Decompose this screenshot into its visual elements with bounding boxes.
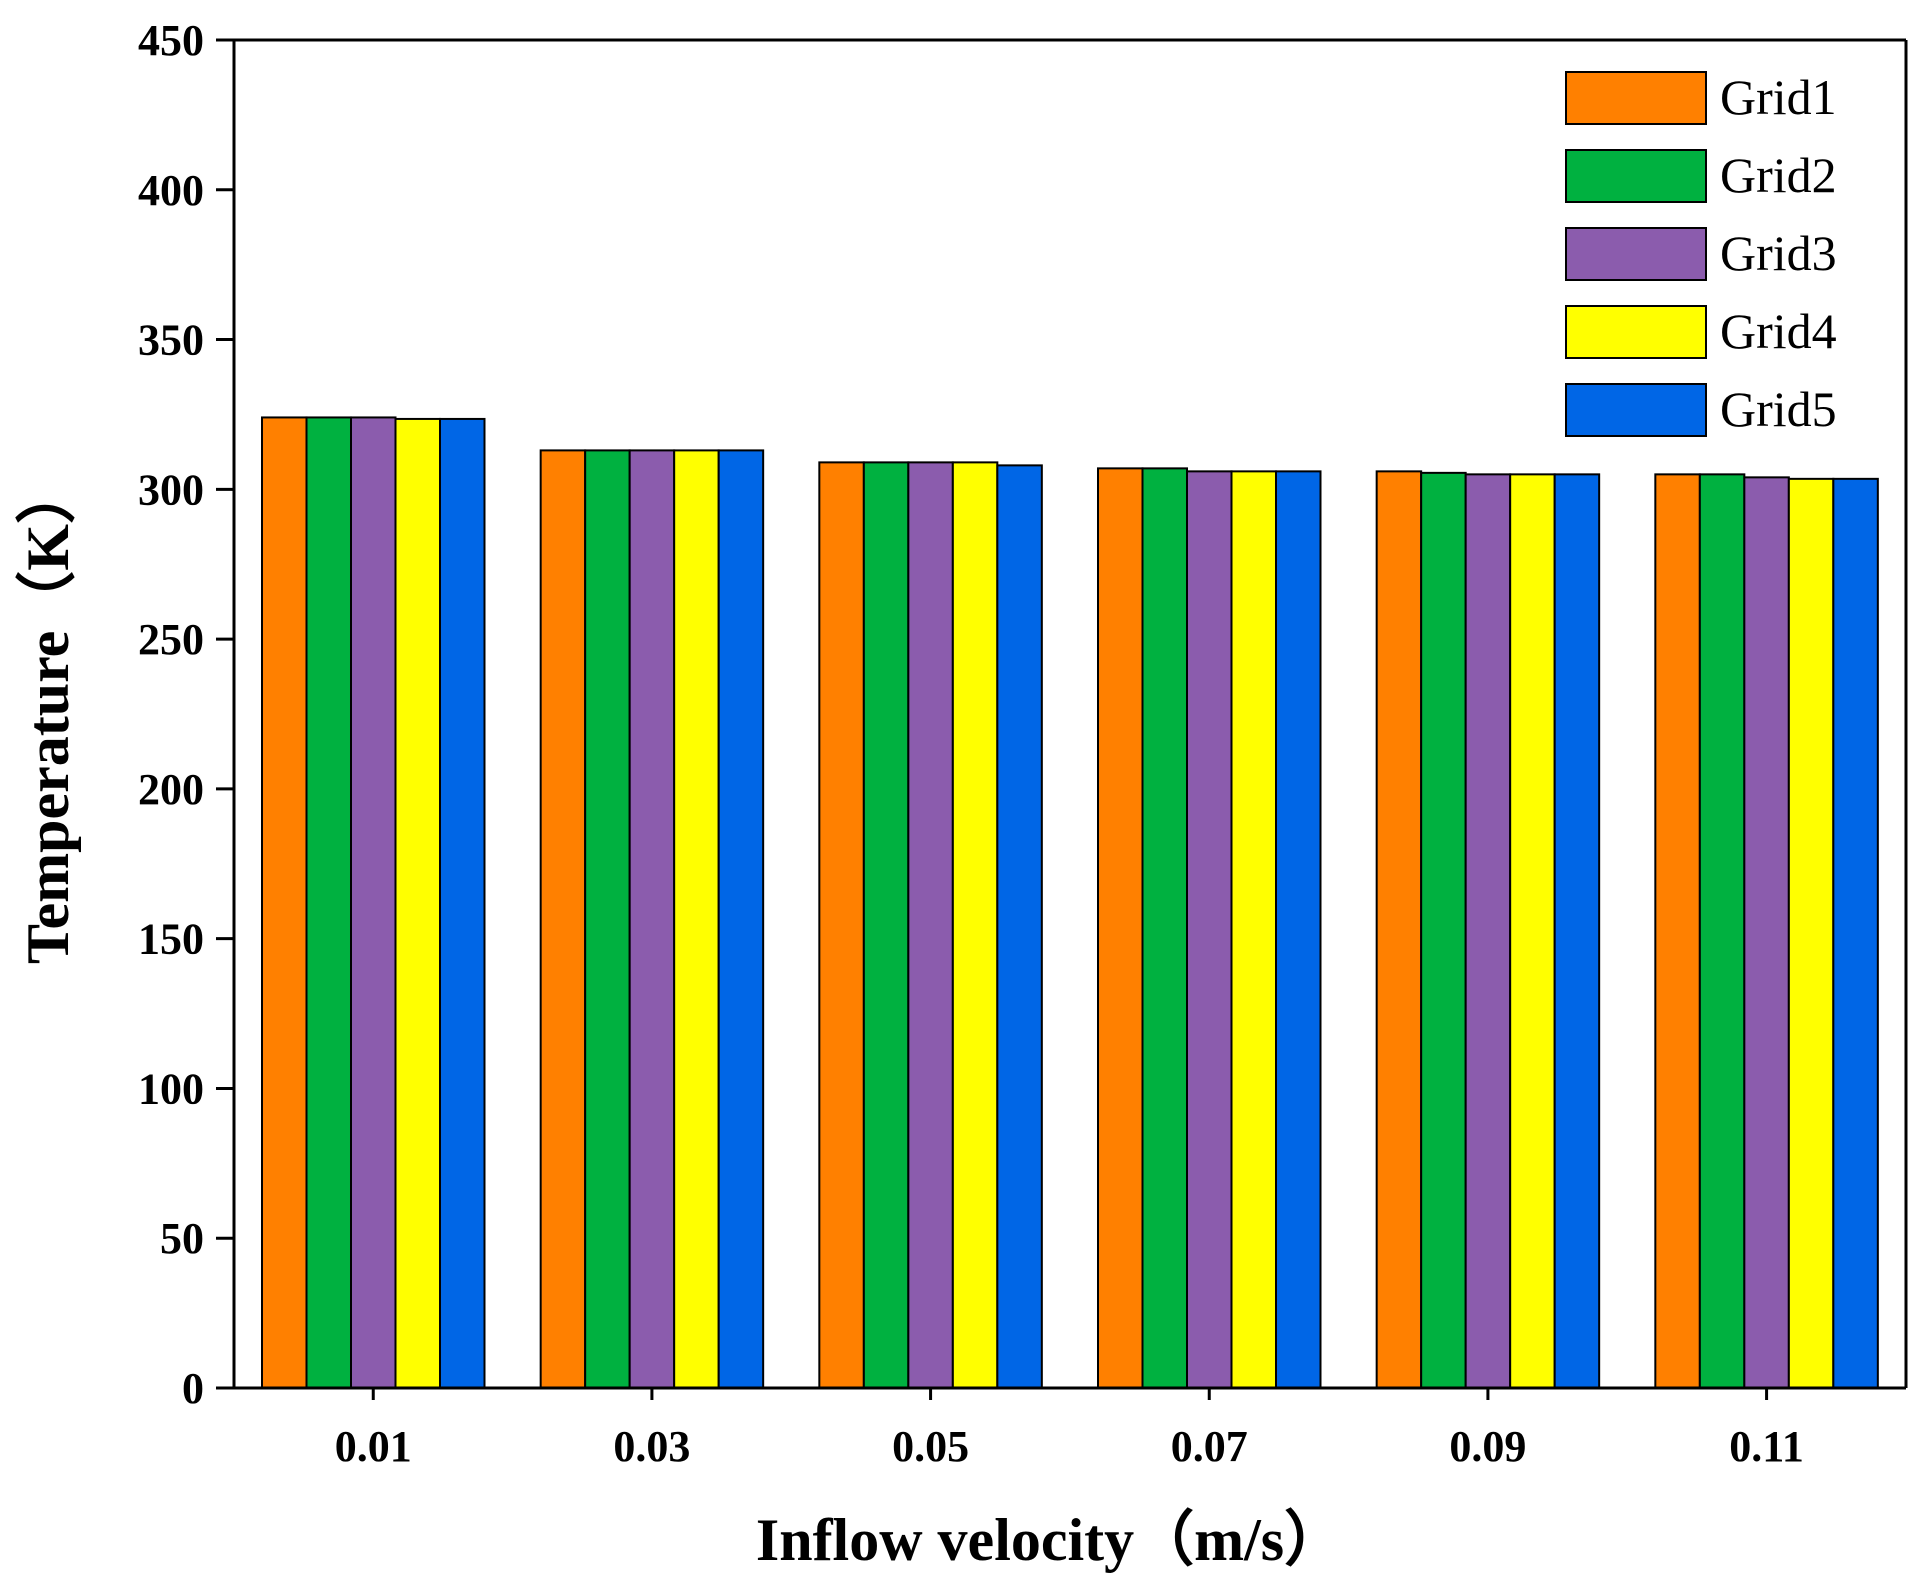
y-axis-title: Temperature（K） [14, 464, 81, 964]
y-tick-label: 250 [138, 615, 204, 664]
bar-grid4-0.09 [1509, 473, 1556, 1390]
bar-grid3-0.03 [628, 449, 676, 1389]
bar-grid3-0.07 [1186, 470, 1233, 1389]
bar-grid5-0.09 [1553, 473, 1601, 1390]
bar-grid5-0.03 [717, 449, 765, 1389]
x-tick-label: 0.05 [892, 1422, 969, 1471]
y-tick-label: 100 [138, 1064, 204, 1113]
x-tick-label: 0.03 [613, 1422, 690, 1471]
bar-grid5-0.01 [439, 417, 486, 1389]
bar-grid4-0.05 [951, 461, 999, 1389]
legend-label-grid2: Grid2 [1720, 147, 1837, 203]
x-tick-label: 0.01 [335, 1422, 412, 1471]
bar-grid4-0.07 [1230, 470, 1277, 1389]
y-ticks: 0 50 100 150 200 250 300 350 400 450 [138, 16, 234, 1413]
bar-grid4-0.03 [673, 449, 720, 1389]
legend-swatch-grid1 [1565, 71, 1707, 125]
bars-layer [261, 416, 1879, 1390]
bar-grid2-0.09 [1420, 471, 1467, 1389]
bar-grid3-0.05 [907, 461, 954, 1389]
bar-grid1-0.09 [1375, 470, 1423, 1389]
bar-grid5-0.11 [1832, 477, 1879, 1389]
y-tick-label: 400 [138, 166, 204, 215]
x-ticks: 0.01 0.03 0.05 0.07 0.09 0.11 [335, 1388, 1804, 1471]
axes-layer [232, 38, 1908, 1390]
legend-swatch-grid2 [1565, 149, 1707, 203]
bar-grid1-0.03 [539, 449, 587, 1389]
legend: Grid1 Grid2 Grid3 Grid4 Grid5 [1565, 69, 1837, 437]
bar-grid5-0.05 [996, 464, 1043, 1389]
legend-swatch-grid3 [1565, 227, 1707, 281]
legend-label-grid5: Grid5 [1720, 381, 1837, 437]
bar-grid3-0.01 [350, 416, 397, 1389]
bar-grid4-0.01 [394, 417, 441, 1389]
y-tick-label: 350 [138, 316, 204, 365]
bar-grid3-0.11 [1743, 476, 1790, 1389]
x-tick-label: 0.07 [1171, 1422, 1248, 1471]
legend-swatch-grid4 [1565, 305, 1707, 359]
legend-label-grid4: Grid4 [1720, 303, 1837, 359]
bar-grid1-0.05 [818, 461, 865, 1389]
y-tick-label: 200 [138, 765, 204, 814]
x-axis-title: Inflow velocity（m/s） [756, 1506, 1344, 1573]
legend-label-grid1: Grid1 [1720, 69, 1837, 125]
bar-grid3-0.09 [1464, 473, 1512, 1390]
y-tick-label: 50 [160, 1214, 204, 1263]
legend-label-grid3: Grid3 [1720, 225, 1837, 281]
y-tick-label: 300 [138, 465, 204, 514]
y-tick-label: 450 [138, 16, 204, 65]
bar-grid1-0.07 [1097, 467, 1144, 1389]
bar-grid2-0.07 [1141, 467, 1188, 1389]
bar-grid2-0.03 [584, 449, 631, 1389]
bar-grid4-0.11 [1787, 477, 1835, 1389]
x-tick-label: 0.11 [1729, 1422, 1804, 1471]
bar-grid2-0.01 [305, 416, 352, 1389]
y-tick-label: 150 [138, 915, 204, 964]
bar-grid5-0.07 [1275, 470, 1322, 1389]
legend-swatch-grid5 [1565, 383, 1707, 437]
bar-grid1-0.01 [261, 416, 308, 1389]
bar-grid1-0.11 [1654, 473, 1701, 1390]
bar-grid2-0.05 [862, 461, 910, 1389]
x-tick-label: 0.09 [1449, 1422, 1526, 1471]
y-tick-label: 0 [182, 1364, 204, 1413]
bar-grid2-0.11 [1698, 473, 1746, 1390]
